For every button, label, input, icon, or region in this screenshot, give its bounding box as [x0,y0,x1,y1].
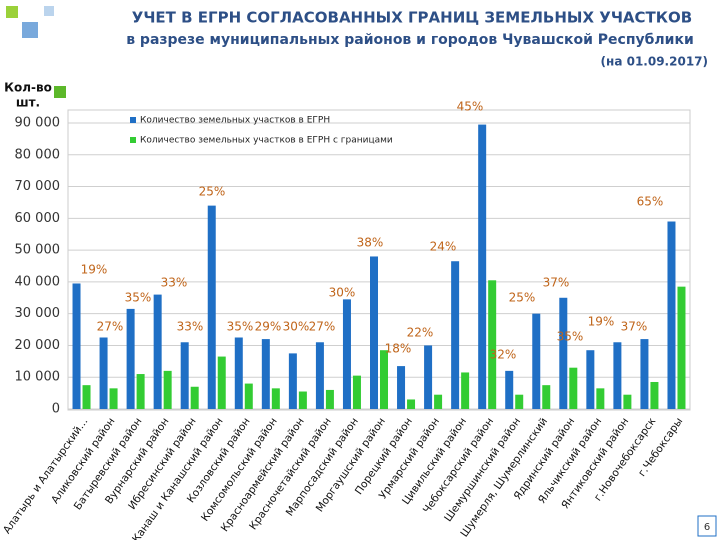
annotation: 25% [509,291,536,305]
annotation: 45% [457,100,484,114]
bar [126,308,135,409]
y-tick-label: 20 000 [15,338,61,353]
legend-swatch [130,137,136,143]
bar [153,294,162,409]
bar [667,221,676,409]
y-tick-label: 30 000 [15,306,61,321]
page-number: 6 [704,522,710,533]
bar [244,383,253,409]
y-tick-label: 70 000 [15,179,61,194]
bar [370,256,378,409]
bar [109,388,118,409]
bar [586,350,595,409]
annotation: 35% [125,291,152,305]
bar [342,299,351,409]
annotation: 33% [161,276,188,290]
annotation: 19% [81,263,108,277]
bar [72,283,81,409]
annotation: 30% [329,286,356,300]
y-tick-label: 60 000 [15,211,61,226]
annotation: 25% [199,185,226,199]
bar [532,313,541,409]
annotation: 27% [309,320,336,334]
page-box [697,515,717,537]
annotation: 30% [283,320,310,334]
bar [559,297,568,409]
bar [82,385,91,409]
bar [640,339,649,409]
bar [315,342,324,409]
annotation: 27% [97,320,124,334]
bar [163,370,172,409]
y-tick-label: 40 000 [15,274,61,289]
bar [407,399,416,409]
bar [461,372,470,409]
y-label: шт. [16,96,40,110]
bar [613,342,622,409]
annotation: 33% [177,320,204,334]
bar [397,366,406,409]
y-label: Кол-во [4,81,52,95]
plot-frame [67,109,691,411]
annotation: 35% [557,330,584,344]
bar [515,394,524,409]
bar [677,286,686,409]
annotation: 37% [543,276,570,290]
bar [478,124,487,409]
bar [271,388,280,409]
annotation: 22% [407,326,434,340]
deco [22,22,38,38]
annotation: 65% [637,195,664,209]
legend-label: Количество земельных участков в ЕГРН с г… [140,136,393,146]
bar [288,353,297,409]
bar [190,386,199,409]
bar [424,345,433,409]
annotation: 38% [357,236,384,250]
annotation: 24% [430,240,457,254]
annotation: 18% [385,342,412,356]
y-tick-label: 90 000 [15,116,61,131]
deco [44,6,54,16]
bar [596,388,605,409]
deco [54,86,66,98]
bar [569,367,578,409]
bar [623,394,632,409]
date: (на 01.09.2017) [601,55,708,69]
bar [99,337,108,409]
legend-label: Количество земельных участков в ЕГРН [140,116,330,126]
bar [352,375,361,409]
bar [207,205,216,409]
y-tick-label: 50 000 [15,243,61,258]
subtitle: в разрезе муниципальных районов и городо… [126,32,694,48]
bar [650,381,659,409]
y-tick-label: 80 000 [15,147,61,162]
bar [488,280,497,409]
bar [136,374,145,409]
title: УЧЕТ В ЕГРН СОГЛАСОВАННЫХ ГРАНИЦ ЗЕМЕЛЬН… [132,9,692,27]
bar [505,370,514,409]
bar [261,339,270,409]
annotation: 29% [255,320,282,334]
bar [434,394,443,409]
y-tick-label: 0 [52,402,60,417]
y-tick-label: 10 000 [15,370,61,385]
annotation: 37% [621,320,648,334]
bar [542,385,551,409]
bar [451,261,460,409]
bar [217,356,226,409]
bar [298,391,307,409]
bar [325,389,334,409]
legend-swatch [130,117,136,123]
annotation: 19% [588,315,615,329]
bar [234,337,243,409]
deco [6,6,18,18]
annotation: 35% [227,320,254,334]
bar [180,342,189,409]
annotation: 32% [490,348,517,362]
bar [380,350,388,409]
